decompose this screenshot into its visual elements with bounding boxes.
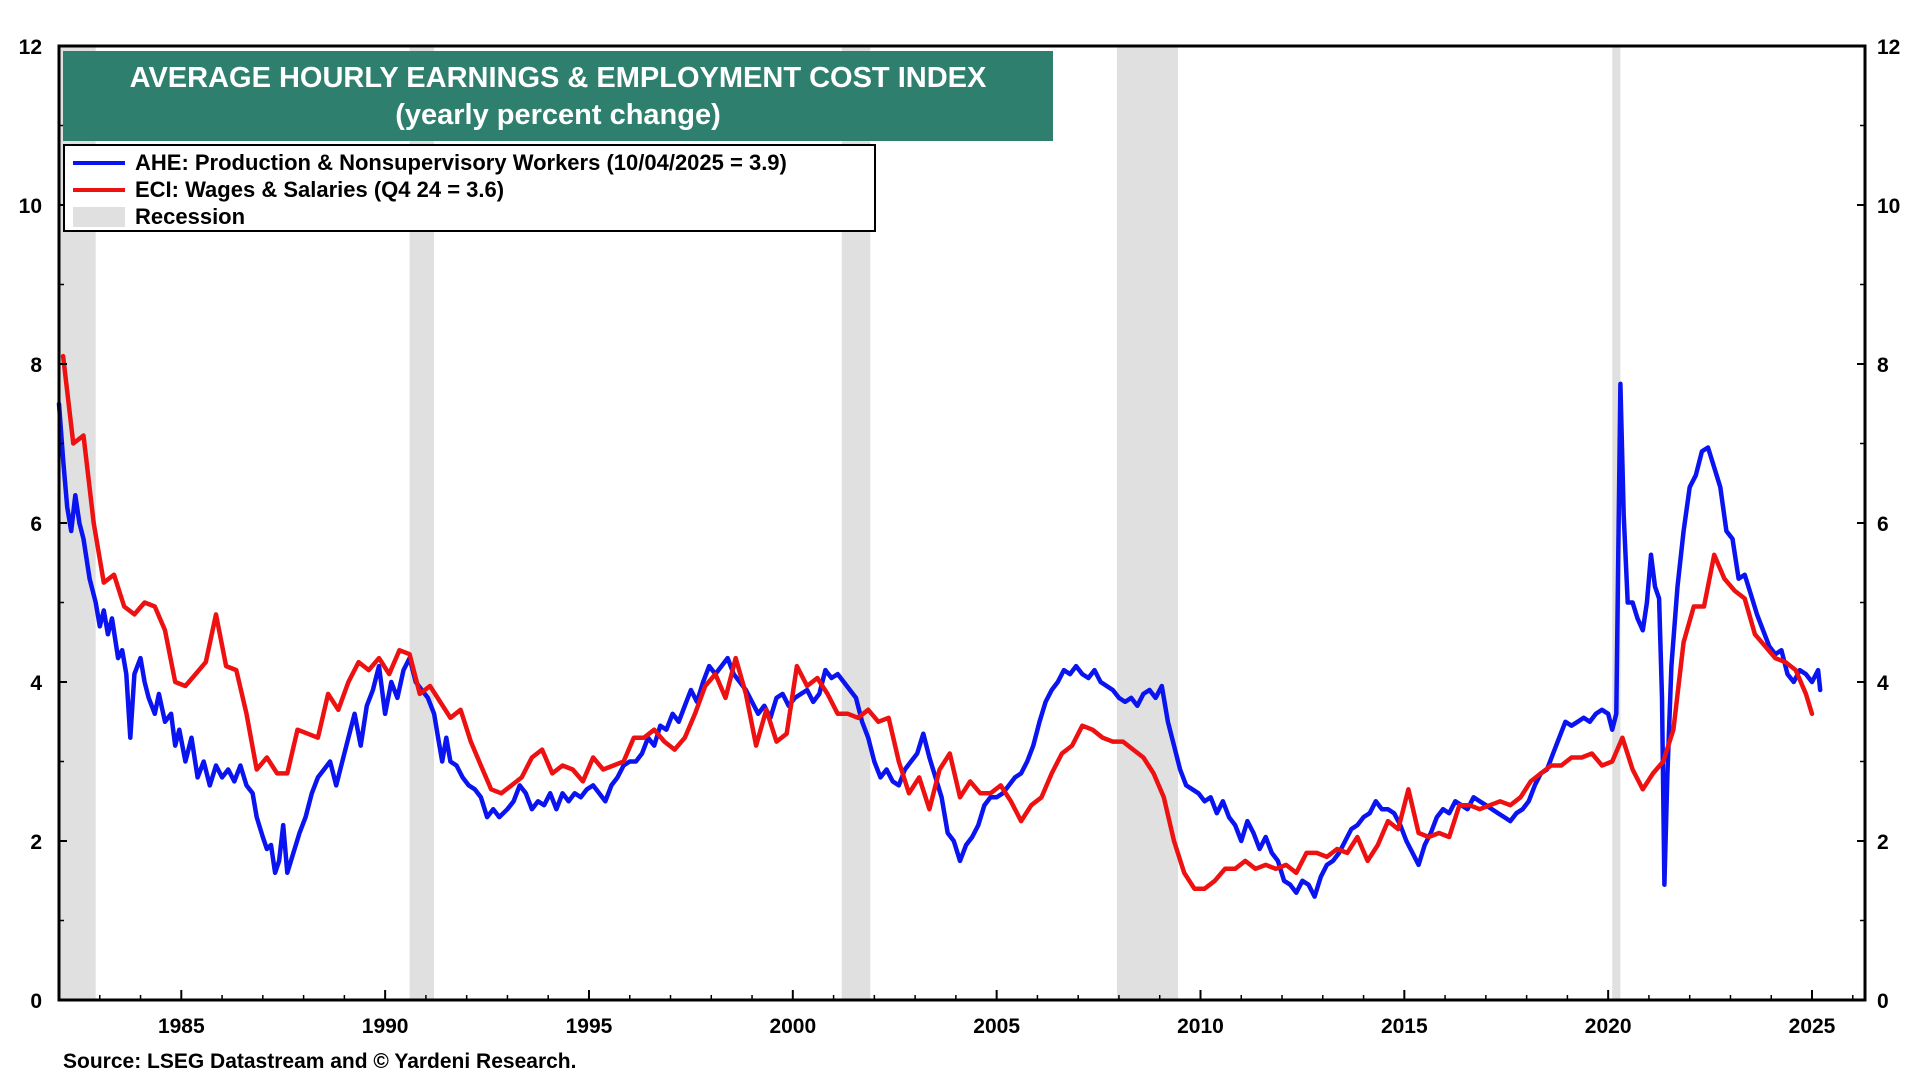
series-lines [56,353,1823,899]
y-tick-label-left: 2 [30,831,42,854]
x-tick-label: 2025 [1789,1015,1836,1038]
chart-title: AVERAGE HOURLY EARNINGS & EMPLOYMENT COS… [129,62,987,94]
y-tick-label-right: 0 [1877,990,1889,1013]
y-tick-label-right: 4 [1877,672,1889,695]
series-line-eci [60,353,1815,891]
legend-swatch-recession [73,207,125,227]
x-axis: 1985 1990 1995 2000 2005 2010 2015 2020 2025 [58,990,1854,1038]
legend-label-ahe: AHE: Production & Nonsupervisory Workers… [135,150,787,175]
x-tick-label: 2005 [973,1015,1020,1038]
legend-swatch-ahe [73,161,125,165]
y-tick-label-left: 10 [19,195,42,218]
y-axis-right: 0 2 4 6 8 10 12 [1857,36,1900,1013]
recession-band-3 [1116,46,1179,1000]
legend-item-ahe: AHE: Production & Nonsupervisory Workers… [73,150,787,176]
x-tick-label: 1985 [158,1015,205,1038]
source-note: Source: LSEG Datastream and © Yardeni Re… [63,1050,577,1073]
y-tick-label-right: 8 [1877,354,1889,377]
legend-item-recession: Recession [73,204,245,230]
legend: AHE: Production & Nonsupervisory Workers… [63,144,876,232]
x-tick-label: 2010 [1177,1015,1224,1038]
y-tick-label-left: 12 [19,36,42,59]
chart-subtitle: (yearly percent change) [395,99,721,131]
y-tick-label-right: 6 [1877,513,1889,536]
y-tick-label-right: 12 [1877,36,1900,59]
x-tick-label: 2020 [1585,1015,1632,1038]
x-tick-label: 1990 [362,1015,409,1038]
legend-label-recession: Recession [135,204,246,229]
y-tick-label-left: 4 [30,672,42,695]
y-tick-label-left: 6 [30,513,42,536]
y-tick-label-right: 10 [1877,195,1900,218]
recession-band-4 [1612,46,1621,1000]
x-tick-label: 1995 [566,1015,613,1038]
y-tick-label-right: 2 [1877,831,1889,854]
x-tick-label: 2015 [1381,1015,1428,1038]
legend-item-eci: ECI: Wages & Salaries (Q4 24 = 3.6) [73,177,504,203]
x-tick-label: 2000 [769,1015,816,1038]
chart-title-box: AVERAGE HOURLY EARNINGS & EMPLOYMENT COS… [63,51,1053,141]
legend-label-eci: ECI: Wages & Salaries (Q4 24 = 3.6) [135,177,505,202]
legend-swatch-eci [73,188,125,192]
series-line-ahe [56,381,1823,899]
y-tick-label-left: 0 [30,990,42,1013]
y-axis-left: 0 2 4 6 8 10 12 [19,36,67,1013]
y-tick-label-left: 8 [30,354,42,377]
